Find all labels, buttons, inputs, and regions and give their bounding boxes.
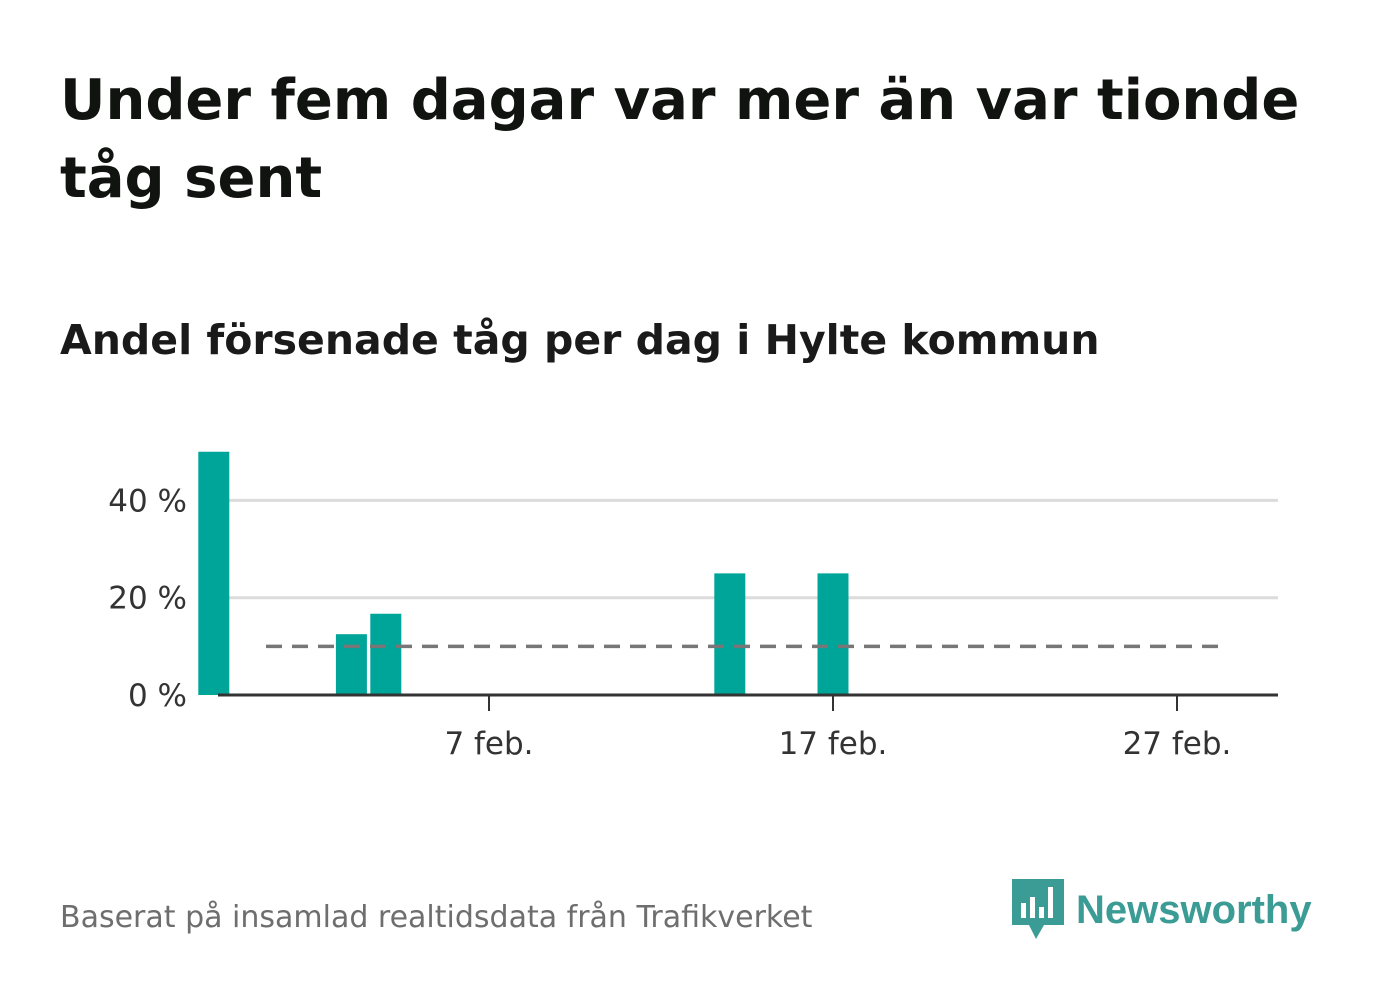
y-tick-label: 40 % — [108, 483, 187, 519]
bar — [817, 573, 849, 695]
x-tick-label: 17 feb. — [779, 726, 888, 762]
bars — [198, 451, 849, 695]
y-tick-label: 20 % — [108, 581, 187, 617]
axes: 0 % 20 % 40 % 7 feb. 17 feb. 27 feb. — [108, 483, 1278, 762]
brand-name: Newsworthy — [1076, 887, 1312, 932]
bar — [370, 613, 402, 695]
bar — [335, 634, 367, 695]
brand-logo: Newsworthy — [1012, 878, 1312, 942]
source-note: Baserat på insamlad realtidsdata från Tr… — [60, 900, 813, 935]
y-tick-label: 0 % — [128, 678, 187, 714]
x-tick-label: 7 feb. — [444, 726, 533, 762]
chart-title: Under fem dagar var mer än var tionde tå… — [60, 68, 1300, 211]
gridlines — [218, 498, 1278, 600]
bar — [714, 573, 746, 695]
x-tick-label: 27 feb. — [1123, 726, 1232, 762]
bar — [198, 451, 230, 695]
newsworthy-logo-icon — [1012, 879, 1064, 939]
chart-subtitle: Andel försenade tåg per dag i Hylte komm… — [60, 316, 1100, 364]
